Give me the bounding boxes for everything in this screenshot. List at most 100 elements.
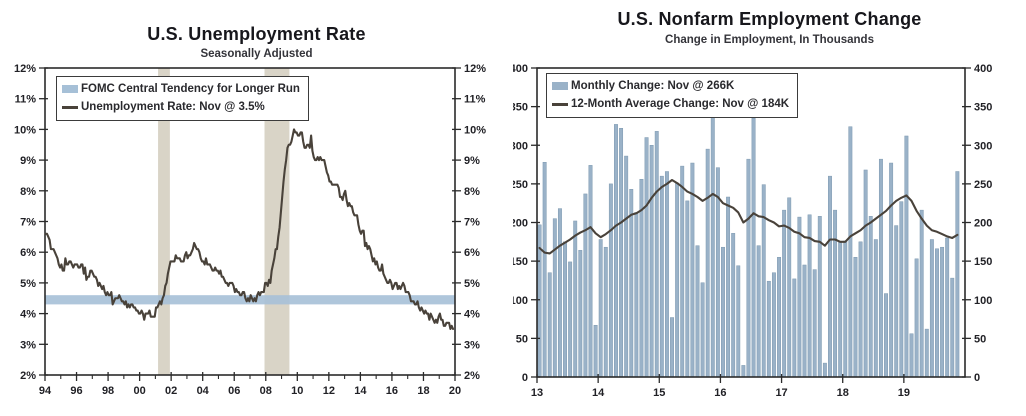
x-tick-label: 10 — [291, 385, 303, 397]
monthly-change-bar — [583, 193, 588, 378]
y-tick-label-right: 8% — [464, 186, 480, 198]
monthly-change-bar — [710, 115, 715, 378]
monthly-change-bar — [644, 137, 649, 378]
12-month-average-change-line — [538, 178, 959, 255]
x-tick-label: 19 — [898, 387, 910, 399]
y-tick-label-left: 400 — [513, 63, 528, 75]
y-tick-label-left: 250 — [513, 179, 528, 191]
monthly-change-bar — [670, 317, 674, 378]
legend-item-12-month-average: 12-Month Average Change: Nov @ 184K — [552, 95, 789, 113]
monthly-change-bar — [940, 246, 945, 378]
monthly-change-bar — [843, 240, 848, 378]
y-tick-label-left: 9% — [20, 155, 36, 167]
monthly-change-bar — [797, 216, 802, 378]
monthly-change-bar — [614, 124, 618, 378]
y-tick-label-right: 150 — [974, 256, 992, 268]
y-tick-label-left: 11% — [15, 94, 37, 106]
employment-chart-subtitle: Change in Employment, In Thousands — [665, 34, 874, 46]
employment-change-chart-panel: U.S. Nonfarm Employment Change Change in… — [513, 0, 1026, 416]
unemployment-chart-panel: U.S. Unemployment Rate Seasonally Adjust… — [14, 24, 486, 397]
monthly-change-bar — [619, 128, 624, 378]
monthly-change-bar — [894, 225, 899, 378]
line-swatch — [552, 102, 568, 106]
monthly-change-bar — [777, 257, 781, 378]
monthly-change-bar — [547, 272, 552, 378]
legend-label: FOMC Central Tendency for Longer Run — [81, 83, 300, 95]
y-tick-label-right: 12% — [464, 63, 486, 75]
line-swatch — [62, 105, 78, 109]
monthly-change-bar — [731, 233, 736, 378]
monthly-change-bar — [848, 126, 853, 378]
x-tick-label: 94 — [39, 385, 52, 397]
y-tick-label-left: 300 — [513, 140, 528, 152]
monthly-change-bar — [756, 245, 761, 378]
monthly-change-bar — [705, 148, 710, 378]
monthly-change-bar — [792, 278, 797, 378]
y-tick-label-right: 2% — [464, 370, 480, 382]
x-tick-label: 08 — [260, 385, 272, 397]
monthly-change-bar — [955, 171, 960, 378]
monthly-change-bar — [608, 183, 613, 378]
monthly-change-bar — [680, 165, 685, 378]
y-tick-label-right: 11% — [464, 94, 486, 106]
y-tick-label-right: 300 — [974, 140, 992, 152]
employment-chart-legend: Monthly Change: Nov @ 266K 12-Month Aver… — [546, 73, 799, 118]
x-tick-label: 18 — [837, 387, 849, 399]
y-tick-label-left: 50 — [516, 333, 528, 345]
x-tick-label: 13 — [531, 387, 543, 399]
x-tick-label: 17 — [775, 387, 787, 399]
x-tick-label: 14 — [592, 387, 605, 399]
y-tick-label-left: 0 — [522, 372, 528, 384]
legend-item-fomc-band: FOMC Central Tendency for Longer Run — [62, 80, 300, 98]
x-tick-label: 20 — [449, 385, 461, 397]
recession-shading — [158, 68, 170, 375]
monthly-change-bar — [812, 269, 817, 378]
y-tick-label-left: 12% — [14, 63, 36, 75]
monthly-change-bar — [695, 245, 700, 378]
monthly-change-bar — [945, 237, 950, 378]
y-tick-label-left: 3% — [20, 339, 36, 351]
x-tick-label: 15 — [653, 387, 665, 399]
monthly-change-bar — [924, 328, 929, 378]
monthly-change-bar — [868, 216, 873, 378]
employment-chart-svg: 0 0 50 50 100 100 150 150 200 200 250 250 300 300 350 3… — [513, 63, 992, 399]
monthly-change-bar — [822, 362, 827, 378]
monthly-change-bar — [935, 248, 939, 378]
monthly-change-bar — [557, 208, 562, 378]
monthly-change-bar — [593, 324, 598, 378]
monthly-change-bar — [542, 162, 547, 378]
y-tick-label-left: 5% — [20, 278, 36, 290]
monthly-change-bar — [573, 220, 578, 378]
monthly-change-bar — [675, 182, 680, 378]
y-tick-label-right: 50 — [974, 333, 986, 345]
monthly-change-bar — [766, 280, 771, 378]
monthly-change-bar — [578, 250, 583, 378]
monthly-change-bar — [833, 209, 838, 378]
x-tick-label: 14 — [354, 385, 367, 397]
monthly-change-bar — [654, 131, 659, 378]
y-tick-label-left: 2% — [20, 370, 36, 382]
monthly-change-bar — [588, 165, 593, 378]
monthly-change-bar — [726, 196, 731, 378]
monthly-change-bar — [878, 158, 883, 378]
monthly-change-bar — [685, 200, 690, 378]
monthly-change-bar — [889, 162, 894, 378]
monthly-change-bar — [736, 265, 741, 378]
monthly-change-bar — [634, 212, 639, 378]
monthly-change-bar — [858, 241, 863, 378]
monthly-change-bar — [853, 257, 858, 378]
legend-item-unemployment-rate: Unemployment Rate: Nov @ 3.5% — [62, 98, 300, 116]
y-tick-label-right: 400 — [974, 63, 992, 75]
x-tick-label: 02 — [165, 385, 177, 397]
monthly-change-bar — [899, 201, 904, 378]
y-tick-label-right: 3% — [464, 339, 480, 351]
monthly-change-bar — [664, 171, 669, 378]
y-tick-label-left: 350 — [513, 102, 528, 114]
y-tick-label-right: 7% — [464, 217, 480, 229]
y-tick-label-left: 200 — [513, 218, 528, 230]
unemployment-chart-subtitle: Seasonally Adjusted — [200, 48, 313, 60]
monthly-change-bar — [950, 277, 955, 378]
legend-item-monthly-change: Monthly Change: Nov @ 266K — [552, 77, 789, 95]
y-tick-label-right: 4% — [464, 309, 480, 321]
employment-chart-title: U.S. Nonfarm Employment Change — [617, 9, 922, 29]
